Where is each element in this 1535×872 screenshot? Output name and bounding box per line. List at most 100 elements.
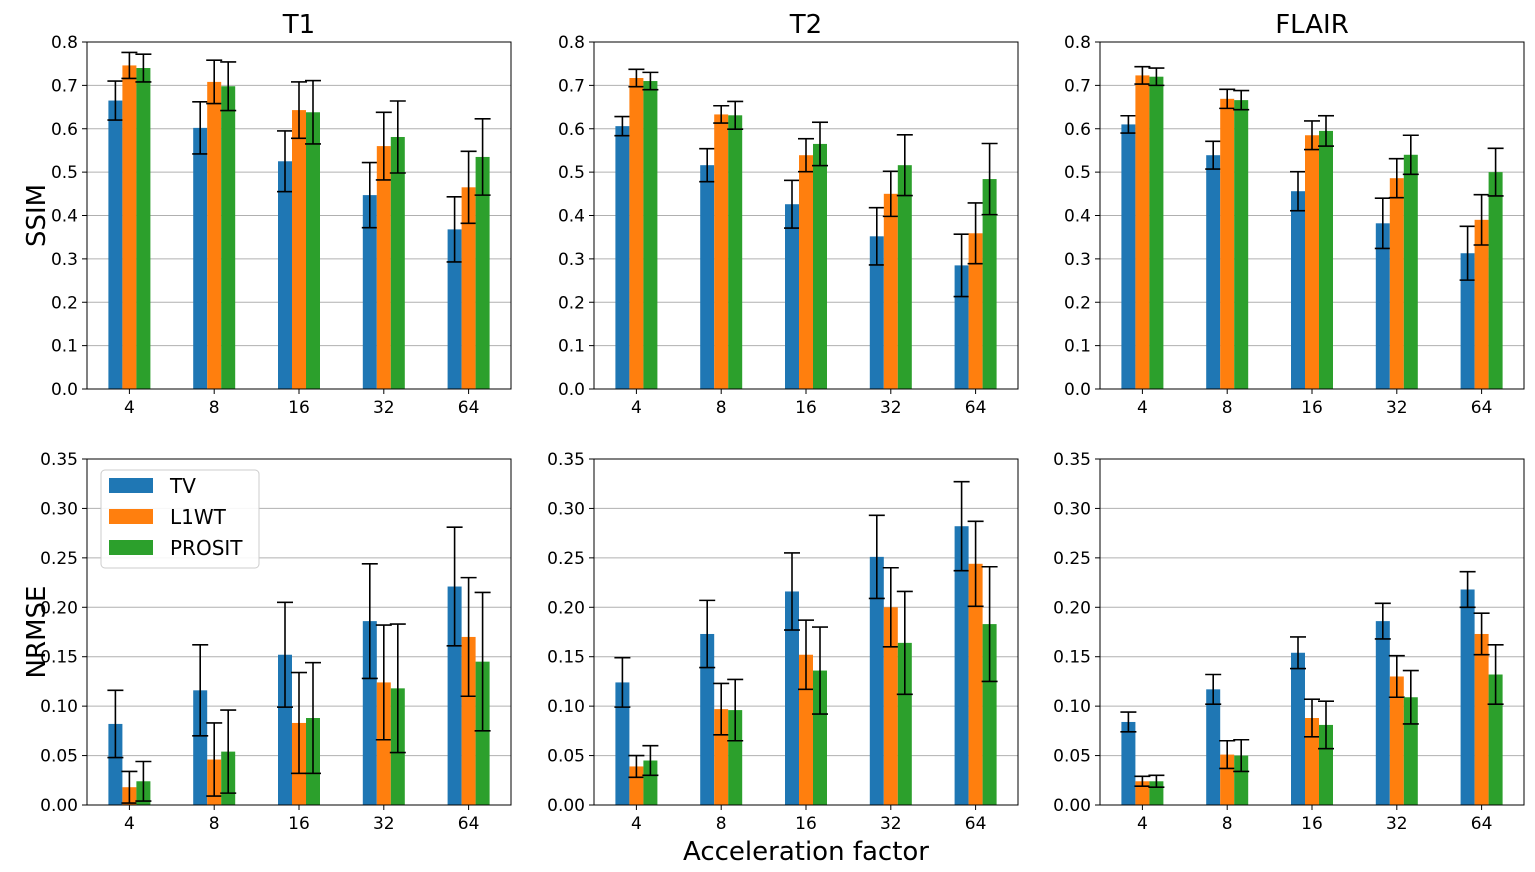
bar-l1wt-8 — [207, 81, 222, 389]
y-tick-label: 0.8 — [558, 33, 585, 53]
bar-tv-4 — [1121, 721, 1136, 805]
bar-tv-16 — [785, 591, 799, 805]
bar-l1wt-4 — [122, 65, 137, 390]
x-tick-label: 8 — [209, 398, 220, 418]
bar-tv-16 — [785, 204, 799, 389]
y-tick-label: 0.00 — [547, 796, 585, 816]
bar-prosit-16 — [813, 670, 827, 805]
bar-l1wt-8 — [714, 709, 729, 805]
bar-tv-64 — [1460, 253, 1475, 389]
y-tick-label: 0.6 — [1064, 120, 1091, 140]
x-tick-label: 32 — [373, 814, 395, 834]
x-tick-label: 16 — [1301, 814, 1323, 834]
x-tick-label: 4 — [1137, 398, 1148, 418]
y-tick-label: 0.6 — [51, 120, 78, 140]
x-tick-label: 64 — [1471, 398, 1493, 418]
y-tick-label: 0.30 — [40, 499, 78, 519]
bar-l1wt-64 — [461, 636, 476, 805]
bar-prosit-32 — [897, 165, 912, 389]
bar-l1wt-32 — [376, 146, 391, 389]
bar-tv-4 — [1121, 124, 1136, 389]
x-tick-label: 8 — [716, 398, 727, 418]
bar-tv-4 — [615, 126, 630, 390]
panel-title: T1 — [282, 10, 315, 40]
bar-tv-16 — [278, 654, 292, 805]
bar-l1wt-8 — [714, 114, 729, 389]
x-tick-label: 64 — [965, 398, 987, 418]
bar-l1wt-64 — [968, 563, 983, 805]
y-tick-label: 0.2 — [51, 293, 78, 313]
y-tick-label: 0.1 — [558, 337, 585, 357]
x-tick-label: 8 — [1222, 814, 1233, 834]
bar-l1wt-32 — [1389, 178, 1404, 389]
y-tick-label: 0.10 — [40, 697, 78, 717]
axes-frame — [86, 458, 512, 806]
bar-prosit-8 — [728, 710, 743, 805]
bar-tv-32 — [869, 556, 884, 805]
y-tick-label: 0.35 — [40, 450, 78, 470]
bar-tv-64 — [447, 586, 462, 805]
bar-prosit-4 — [1149, 76, 1164, 389]
y-tick-label: 0.4 — [558, 207, 585, 227]
panel-nrmse-flair: 0.00 0.05 0.10 0.15 0.20 0.25 0.30 0.35 4 8 16 32 64 — [1053, 450, 1525, 834]
bar-prosit-32 — [390, 136, 405, 389]
bar-l1wt-16 — [799, 654, 813, 805]
bar-l1wt-8 — [1220, 98, 1235, 389]
panel-ssim-t1: 0.0 0.1 0.2 0.3 0.4 0.5 0.6 0.7 0.8 4 8 16 32 64 T1 SSI… — [22, 10, 512, 418]
y-tick-label: 0.2 — [558, 293, 585, 313]
y-tick-label: 0.35 — [1053, 450, 1091, 470]
y-tick-label: 0.05 — [547, 747, 585, 767]
y-tick-label: 0.25 — [40, 549, 78, 569]
bar-tv-32 — [869, 236, 884, 389]
x-tick-label: 16 — [795, 814, 817, 834]
bar-l1wt-16 — [799, 155, 813, 389]
bar-l1wt-4 — [629, 766, 644, 805]
x-tick-label: 16 — [1301, 398, 1323, 418]
legend-label-l1wt: L1WT — [170, 505, 227, 529]
bar-l1wt-32 — [883, 193, 898, 389]
axes-frame — [593, 41, 1019, 390]
bar-prosit-64 — [475, 661, 490, 805]
bar-prosit-16 — [813, 143, 827, 389]
y-tick-label: 0.4 — [51, 207, 78, 227]
bar-l1wt-16 — [292, 110, 306, 389]
y-tick-label: 0.30 — [1053, 499, 1091, 519]
x-tick-label: 16 — [288, 398, 310, 418]
bar-tv-8 — [700, 633, 715, 805]
y-tick-label: 0.4 — [1064, 207, 1091, 227]
y-tick-label: 0.20 — [1053, 598, 1091, 618]
bar-tv-8 — [193, 127, 208, 389]
y-tick-label: 0.30 — [547, 499, 585, 519]
panel-ssim-t2: 0.0 0.1 0.2 0.3 0.4 0.5 0.6 0.7 0.8 4 8 16 32 64 T2 — [558, 10, 1019, 418]
bar-l1wt-64 — [1474, 633, 1489, 805]
y-tick-label: 0.8 — [51, 33, 78, 53]
x-tick-label: 64 — [965, 814, 987, 834]
x-tick-label: 4 — [124, 814, 135, 834]
legend-swatch-l1wt — [109, 509, 153, 524]
y-tick-label: 0.00 — [40, 796, 78, 816]
bar-prosit-8 — [1234, 755, 1249, 805]
x-tick-label: 8 — [1222, 398, 1233, 418]
y-tick-label: 0.0 — [558, 380, 585, 400]
panel-title: T2 — [789, 10, 822, 40]
legend-label-tv: TV — [169, 474, 196, 498]
y-tick-label: 0.05 — [1053, 747, 1091, 767]
bar-tv-32 — [1375, 621, 1390, 805]
bar-l1wt-4 — [629, 78, 644, 389]
y-tick-label: 0.5 — [558, 163, 585, 183]
bar-tv-8 — [193, 690, 208, 805]
y-tick-label: 0.8 — [1064, 33, 1091, 53]
bar-prosit-64 — [982, 179, 997, 389]
y-tick-label: 0.3 — [558, 250, 585, 270]
bar-prosit-8 — [1234, 100, 1249, 389]
legend-swatch-prosit — [109, 540, 153, 555]
bar-prosit-4 — [643, 760, 658, 805]
y-tick-label: 0.20 — [547, 598, 585, 618]
bar-tv-8 — [700, 165, 715, 389]
bar-prosit-64 — [1488, 172, 1503, 389]
bar-prosit-16 — [1319, 724, 1333, 805]
bar-l1wt-64 — [461, 187, 476, 389]
axes-frame — [1099, 41, 1525, 390]
y-tick-label: 0.20 — [40, 598, 78, 618]
